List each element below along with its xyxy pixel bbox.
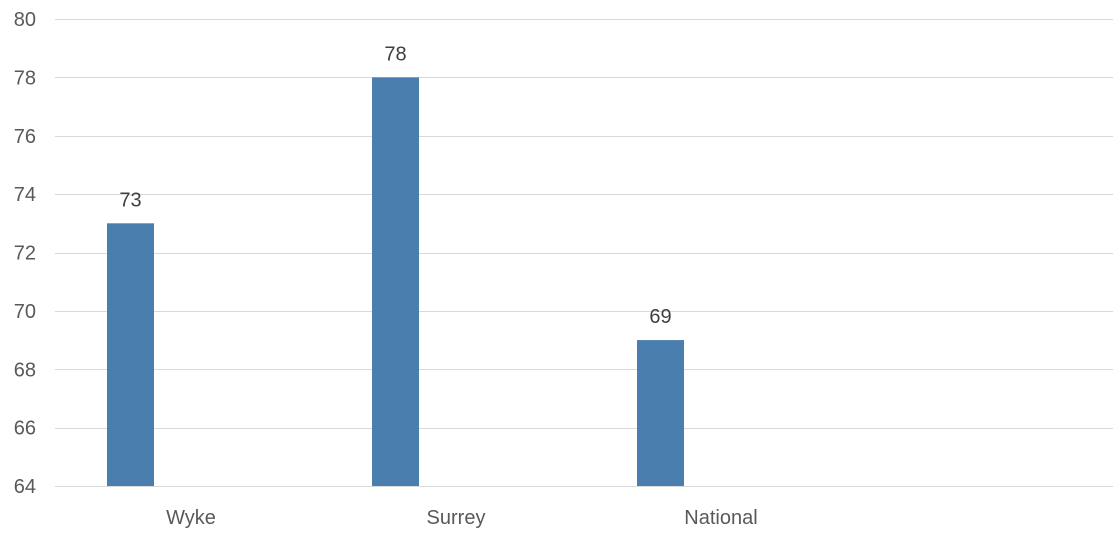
y-tick-label: 68 xyxy=(14,359,36,381)
data-label-wyke: 73 xyxy=(119,189,141,211)
data-label-surrey: 78 xyxy=(384,43,406,65)
data-label-national: 69 xyxy=(649,306,671,328)
gridlines xyxy=(55,19,1113,487)
y-tick-label: 64 xyxy=(14,476,36,498)
y-tick-label: 80 xyxy=(14,9,36,31)
bar-surrey xyxy=(372,77,419,486)
bar-national xyxy=(637,340,684,486)
category-label-surrey: Surrey xyxy=(427,507,486,529)
y-tick-label: 76 xyxy=(14,126,36,148)
y-tick-label: 66 xyxy=(14,418,36,440)
category-label-national: National xyxy=(684,507,757,529)
y-tick-label: 72 xyxy=(14,243,36,265)
data-labels: 73 78 69 xyxy=(119,43,671,328)
y-axis-ticks: 64 66 68 70 72 74 76 78 80 xyxy=(14,9,36,498)
category-label-wyke: Wyke xyxy=(166,507,216,529)
bar-wyke xyxy=(107,223,154,486)
y-tick-label: 78 xyxy=(14,67,36,89)
x-axis-categories: Wyke Surrey National xyxy=(166,507,758,529)
y-tick-label: 74 xyxy=(14,184,36,206)
y-tick-label: 70 xyxy=(14,301,36,323)
bars xyxy=(107,77,684,486)
